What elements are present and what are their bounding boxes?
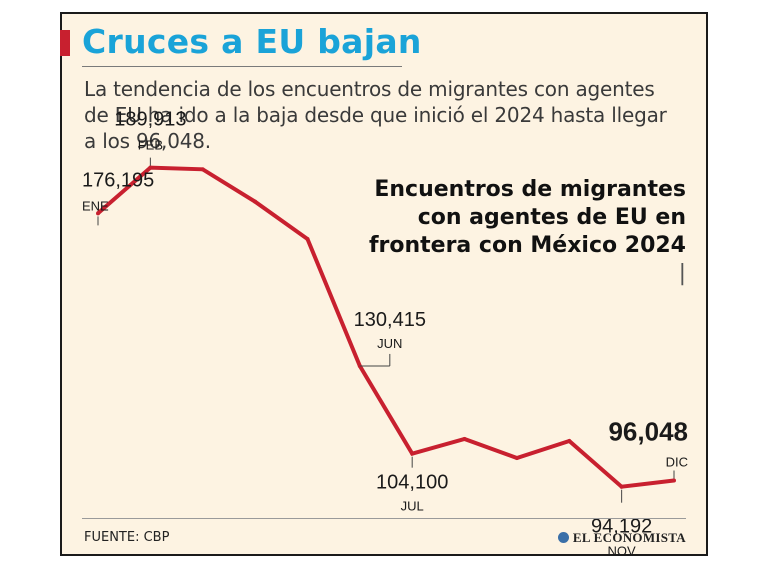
data-point-sep <box>514 456 519 460</box>
data-point-abr <box>253 199 258 204</box>
publisher-logo: EL ECONOMISTA <box>557 530 686 546</box>
data-label-ene: 176,195 <box>82 169 154 191</box>
data-point-dic <box>672 478 676 483</box>
month-label-nov: NOV <box>608 544 637 558</box>
data-label-nov: 94,192 <box>591 516 652 538</box>
data-label-feb: 189,913 <box>114 109 186 131</box>
logo-mark-icon <box>557 532 569 543</box>
chart-title: Encuentros de migrantes con agentes de E… <box>368 177 686 286</box>
series-line <box>96 165 675 489</box>
title-accent-bar <box>60 30 70 56</box>
title-divider <box>82 66 402 67</box>
data-label-jul: 104,100 <box>376 472 448 494</box>
month-label-dic: DIC <box>666 455 688 470</box>
month-label-jul: JUL <box>401 499 424 514</box>
logo-text: EL ECONOMISTA <box>572 530 686 545</box>
month-label-feb: FEB <box>138 138 163 153</box>
source-note: FUENTE: CBP <box>84 530 170 545</box>
data-point-feb <box>148 165 153 170</box>
data-point-oct <box>567 439 572 443</box>
footer-divider <box>82 518 686 519</box>
line-chart: 176,195 ENE 189,913 FEB 130,415 JUN 104,100 JUL… <box>82 109 688 558</box>
month-label-ene: ENE <box>82 198 109 213</box>
chart-card: Cruces a EU bajan La tendencia de los en… <box>60 12 708 558</box>
page-subtitle: La tendencia de los encuentros de migran… <box>84 77 667 153</box>
data-point-ago <box>462 437 467 441</box>
data-point-jul <box>410 451 415 456</box>
data-label-jun: 130,415 <box>354 309 426 331</box>
data-point-nov <box>619 484 624 489</box>
data-point-ene <box>96 211 100 216</box>
data-point-may <box>305 237 310 241</box>
data-label-dic: 96,048 <box>608 417 688 447</box>
data-point-mar <box>200 167 205 172</box>
month-label-jun: JUN <box>377 336 402 351</box>
page-title: Cruces a EU bajan <box>82 22 422 61</box>
